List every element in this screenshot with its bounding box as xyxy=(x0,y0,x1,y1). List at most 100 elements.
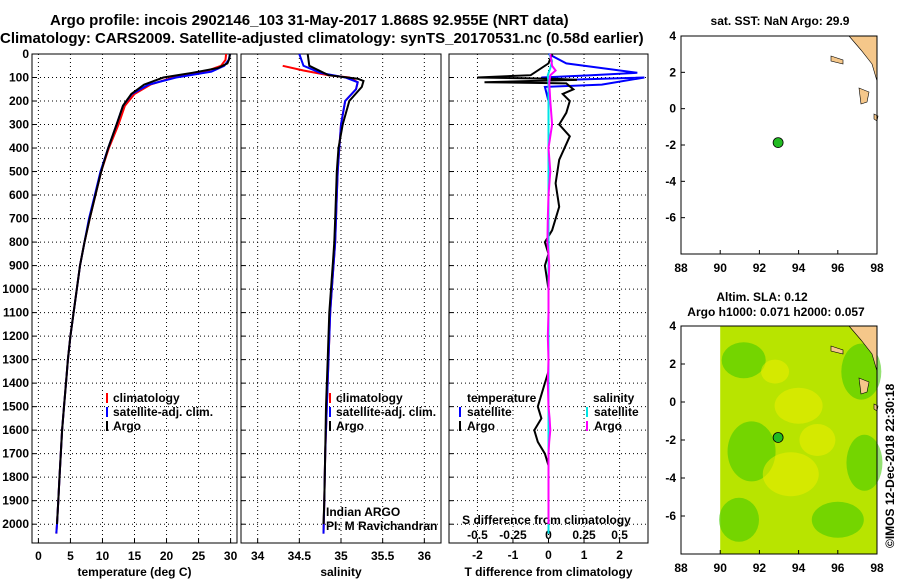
series-line-climatology xyxy=(55,53,228,534)
sla-map-title: Altim. SLA: 0.12 xyxy=(716,290,808,304)
xaxis-label-temperature-profile: temperature (deg C) xyxy=(77,565,191,579)
map-xtick-label-90: 90 xyxy=(714,561,728,575)
map-ytick-label--4: -4 xyxy=(665,471,676,485)
series-line-s-argo xyxy=(546,53,557,525)
xtick-label-1: 1 xyxy=(581,548,588,562)
map-xtick-label-98: 98 xyxy=(870,561,884,575)
sla-patch-1 xyxy=(727,421,776,482)
map-xtick-label-90: 90 xyxy=(714,261,728,275)
legend-label-argo: Argo xyxy=(113,419,141,433)
map-xtick-label-96: 96 xyxy=(831,261,845,275)
ytick-label-1800: 1800 xyxy=(2,470,29,484)
copyright-caption: ©IMOS 12-Dec-2018 22:30:18 xyxy=(883,383,897,548)
x2axis-label: S difference from climatology xyxy=(462,513,631,527)
xtick-label-35: 35 xyxy=(334,549,348,563)
land-island xyxy=(830,345,844,355)
map-xtick-label-92: 92 xyxy=(753,261,767,275)
legend-label-satellite: satellite-adj. clim. xyxy=(113,405,213,419)
series-line-satellite-adj-clim- xyxy=(298,53,359,534)
map-ytick-label-2: 2 xyxy=(669,357,676,371)
map-xtick-label-96: 96 xyxy=(831,561,845,575)
x2tick-label-0.5: 0.5 xyxy=(611,528,628,542)
legend-title-temperature: temperature xyxy=(467,391,537,405)
xtick-label-0: 0 xyxy=(35,549,42,563)
legend-label-climatology: climatology xyxy=(113,391,180,405)
land-island xyxy=(858,377,870,395)
map-xtick-label-88: 88 xyxy=(674,261,688,275)
map-sst-map: 88 90 92 94 96 98 4 2 0 -2 -4 -6 xyxy=(665,29,884,275)
sla-patch-3 xyxy=(841,343,882,400)
map-ytick-label-0: 0 xyxy=(669,395,676,409)
argo-float-marker xyxy=(772,137,784,149)
sla-patch-0 xyxy=(721,342,766,379)
map-ytick-label--2: -2 xyxy=(665,433,676,447)
series-line-argo xyxy=(56,53,231,525)
ytick-label-700: 700 xyxy=(9,212,29,226)
xtick-label-10: 10 xyxy=(96,549,110,563)
legend-label-climatology: climatology xyxy=(336,391,403,405)
ytick-label-800: 800 xyxy=(9,235,29,249)
xtick-label--2: -2 xyxy=(472,548,483,562)
ytick-label-1200: 1200 xyxy=(2,329,29,343)
ytick-label-1400: 1400 xyxy=(2,376,29,390)
xtick-label-30: 30 xyxy=(224,549,238,563)
sla-patch-5 xyxy=(811,501,864,538)
map-ytick-label-0: 0 xyxy=(669,102,676,116)
ytick-label-1700: 1700 xyxy=(2,447,29,461)
map-ytick-label--6: -6 xyxy=(665,509,676,523)
annotation-pi: PI: M Ravichandran xyxy=(326,519,437,533)
ytick-label-200: 200 xyxy=(9,94,29,108)
series-line-t-satellite xyxy=(541,53,645,534)
xtick-label-36: 36 xyxy=(418,549,432,563)
xaxis-label-difference-profile: T difference from climatology xyxy=(464,565,632,579)
map-ytick-label--2: -2 xyxy=(665,138,676,152)
ytick-label-1100: 1100 xyxy=(3,306,29,320)
xtick-label-34.5: 34.5 xyxy=(288,549,312,563)
series-line-t-argo xyxy=(477,53,577,534)
map-ytick-label-4: 4 xyxy=(669,29,676,43)
xtick-label-0: 0 xyxy=(545,548,552,562)
land-island xyxy=(830,55,844,65)
land-island xyxy=(858,87,870,105)
map-ytick-label--6: -6 xyxy=(665,211,676,225)
x2tick-label-0.25: 0.25 xyxy=(572,528,596,542)
map-xtick-label-98: 98 xyxy=(870,261,884,275)
legend-label-t-1: Argo xyxy=(467,419,495,433)
chart-title-line1: Argo profile: incois 2902146_103 31-May-… xyxy=(50,12,569,29)
ytick-label-0: 0 xyxy=(22,47,29,61)
chart-title-line2: Climatology: CARS2009. Satellite-adjuste… xyxy=(0,30,644,47)
ytick-label-1000: 1000 xyxy=(2,282,29,296)
xtick-label-20: 20 xyxy=(160,549,174,563)
xaxis-label-salinity-profile: salinity xyxy=(320,565,362,579)
series-line-satellite-adj-clim- xyxy=(55,53,231,534)
ytick-label-900: 900 xyxy=(9,259,29,273)
ytick-label-1300: 1300 xyxy=(2,353,29,367)
ytick-label-2000: 2000 xyxy=(2,517,29,531)
map-sla-map: 88 90 92 94 96 98 4 2 0 -2 -4 -6 xyxy=(665,319,884,575)
ytick-label-300: 300 xyxy=(9,118,29,132)
x2tick-label-0: 0 xyxy=(545,528,552,542)
sla-patch-2 xyxy=(719,497,760,542)
map-xtick-label-88: 88 xyxy=(674,561,688,575)
ytick-label-1600: 1600 xyxy=(2,423,29,437)
map-ytick-label-4: 4 xyxy=(669,319,676,333)
legend-label-argo: Argo xyxy=(336,419,364,433)
x2tick-label--0.5: -0.5 xyxy=(467,528,488,542)
sla-patch-7 xyxy=(762,452,819,497)
map-ytick-label-2: 2 xyxy=(669,65,676,79)
map-xtick-label-92: 92 xyxy=(753,561,767,575)
xtick-label-5: 5 xyxy=(67,549,74,563)
ytick-label-400: 400 xyxy=(9,141,29,155)
sla-patch-8 xyxy=(799,424,836,456)
legend-label-s-0: satellite xyxy=(594,405,639,419)
legend-label-t-0: satellite xyxy=(467,405,512,419)
series-line-climatology xyxy=(282,64,359,534)
map-ytick-label--4: -4 xyxy=(665,174,676,188)
sla-patch-6 xyxy=(774,387,823,424)
xtick-label-34: 34 xyxy=(251,549,265,563)
argo-float-marker xyxy=(772,432,784,443)
sla-patch-9 xyxy=(761,359,790,384)
map-xtick-label-94: 94 xyxy=(792,261,806,275)
ytick-label-1500: 1500 xyxy=(2,400,29,414)
legend-title-salinity: salinity xyxy=(593,391,635,405)
